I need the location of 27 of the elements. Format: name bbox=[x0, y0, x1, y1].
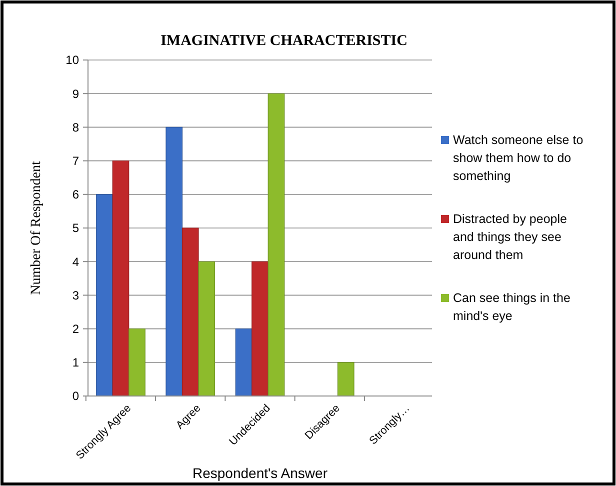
y-tick-label: 5 bbox=[72, 221, 80, 236]
x-axis-title: Respondent's Answer bbox=[192, 465, 328, 481]
bar bbox=[112, 160, 130, 396]
bar bbox=[252, 261, 268, 396]
y-axis-title: Number Of Respondent bbox=[29, 161, 44, 295]
y-tick-label: 8 bbox=[72, 120, 80, 134]
legend-label: Watch someone else to show them how to do something bbox=[453, 133, 584, 183]
y-tick-label: 0 bbox=[72, 389, 80, 404]
y-tick-label: 1 bbox=[72, 356, 80, 370]
bar bbox=[96, 194, 113, 396]
legend-label: Distracted by people and things they see around them bbox=[453, 212, 567, 262]
bar bbox=[268, 93, 285, 396]
bar bbox=[337, 362, 354, 396]
legend-label: Can see things in the mind's eye bbox=[453, 291, 570, 323]
y-tick-label: 7 bbox=[72, 154, 80, 168]
bar bbox=[235, 328, 252, 396]
y-tick-label: 3 bbox=[72, 288, 80, 302]
bar bbox=[198, 261, 216, 396]
bar bbox=[166, 126, 183, 396]
y-tick-label: 9 bbox=[72, 86, 80, 101]
bar bbox=[128, 328, 146, 396]
y-tick-label: 6 bbox=[72, 188, 80, 202]
y-tick-label: 10 bbox=[66, 53, 80, 68]
y-tick-label: 4 bbox=[72, 254, 80, 269]
y-tick-label: 2 bbox=[72, 322, 80, 336]
bar bbox=[182, 228, 199, 396]
chart-title: IMAGINATIVE CHARACTERISTIC bbox=[160, 33, 408, 49]
